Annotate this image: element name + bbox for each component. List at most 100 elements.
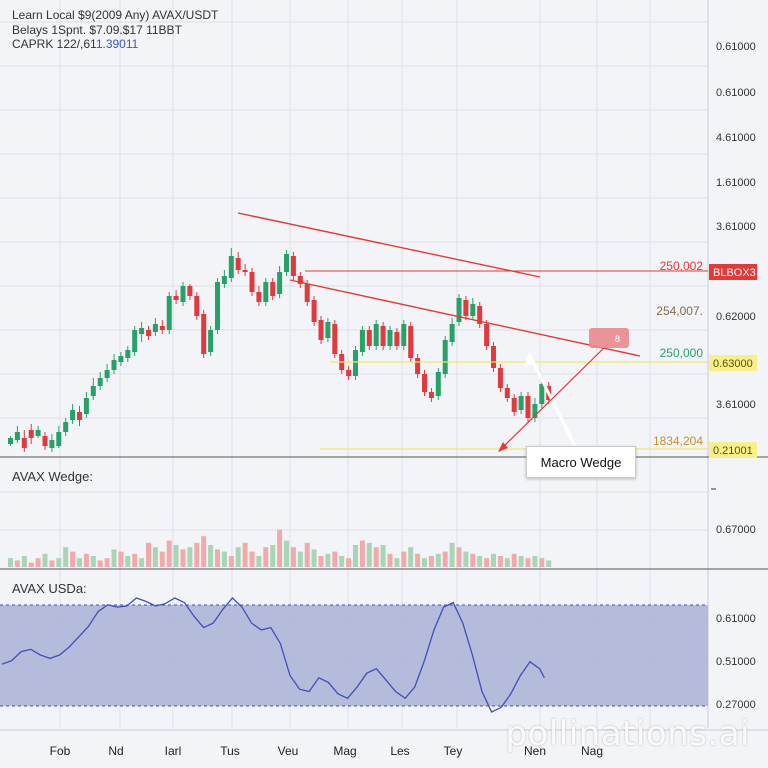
volume-bar	[394, 558, 400, 567]
volume-bar	[311, 549, 317, 567]
volume-bar	[518, 556, 524, 567]
candle-body	[435, 372, 441, 396]
volume-bar	[63, 547, 69, 567]
volume-bar	[532, 556, 538, 567]
volume-bar	[470, 553, 476, 567]
candle-body	[146, 330, 151, 336]
candle-body	[263, 282, 269, 302]
candle-body	[518, 396, 524, 410]
candle-body	[415, 358, 421, 374]
volume-bar	[491, 553, 496, 567]
volume-bar	[359, 540, 365, 567]
candle-body	[166, 296, 172, 330]
volume-bar	[339, 556, 345, 567]
candle-body	[221, 276, 227, 284]
candle-body	[408, 326, 414, 358]
breakout-arrow	[501, 343, 609, 449]
candle-body	[284, 254, 289, 272]
volume-bar	[332, 551, 338, 567]
pink-price-tag	[589, 328, 629, 348]
candle-body	[70, 410, 76, 420]
volume-bar	[173, 545, 179, 567]
level-label: 250,000	[660, 346, 704, 360]
volume-bar	[139, 558, 145, 567]
candle-body	[270, 282, 276, 296]
candle-body	[111, 360, 117, 370]
volume-bar	[242, 542, 248, 567]
volume-bar	[277, 529, 283, 567]
lower-wedge-line	[289, 279, 641, 357]
volume-bar	[111, 549, 117, 567]
candle-body	[28, 430, 34, 438]
volume-bar	[180, 549, 186, 567]
candle-body	[525, 396, 531, 418]
volume-bar	[221, 551, 227, 567]
pink-price-tag-label: 8	[615, 334, 620, 344]
x-axis-label: Iarl	[165, 744, 182, 758]
volume-bar	[525, 558, 531, 567]
x-axis-label: Tus	[220, 744, 240, 758]
volume-bar	[504, 558, 510, 567]
volume-bar	[56, 558, 62, 567]
candle-body	[118, 356, 124, 362]
volume-bar	[70, 551, 76, 567]
oscillator-axis-tick: 0.51000	[716, 656, 756, 668]
candle-body	[456, 298, 462, 322]
candle-body	[394, 332, 400, 346]
candle-body	[180, 286, 186, 302]
candle-body	[380, 326, 386, 346]
volume-bar	[97, 560, 103, 567]
candle-body	[484, 324, 490, 346]
volume-bar	[90, 556, 96, 567]
volume-bar	[263, 547, 269, 567]
x-axis-label: Tey	[444, 744, 463, 758]
price-axis-tick: 0.61000	[716, 41, 756, 53]
candle-body	[173, 296, 179, 300]
volume-bar	[290, 547, 296, 567]
volume-bar	[422, 558, 427, 567]
volume-bar	[456, 547, 462, 567]
candle-body	[422, 374, 427, 392]
oscillator-line	[1, 597, 545, 713]
price-tag-label: BLBOX3	[713, 267, 756, 279]
candle-body	[290, 256, 296, 276]
candle-body	[497, 368, 503, 388]
candle-body	[442, 340, 448, 374]
candle-body	[511, 398, 517, 412]
volume-bar	[435, 553, 441, 567]
candle-body	[8, 438, 13, 444]
candle-body	[242, 270, 248, 272]
candle-body	[152, 324, 158, 332]
candle-body	[311, 300, 317, 322]
volume-bar	[415, 553, 421, 567]
candle-body	[104, 370, 110, 378]
volume-bar	[401, 551, 407, 567]
oscillator-axis-tick: 0.27000	[716, 699, 756, 711]
volume-bar	[14, 560, 20, 567]
volume-bar	[484, 558, 490, 567]
price-axis-tick: 1.61000	[716, 177, 756, 189]
volume-bar	[125, 556, 131, 567]
header-line-2: Belays 1Spnt. $7.09.$17 11BBT	[12, 23, 182, 37]
candle-body	[373, 324, 379, 346]
price-tag-label: 0.63000	[713, 358, 753, 370]
candle-body	[249, 272, 255, 292]
candle-body	[187, 286, 193, 296]
volume-bar	[284, 540, 289, 567]
candle-body	[63, 422, 69, 432]
candle-body	[346, 370, 352, 376]
macro-wedge-callout: Macro Wedge	[526, 446, 636, 478]
candle-body	[42, 436, 48, 446]
volume-bar	[235, 547, 241, 567]
volume-bar	[21, 556, 27, 567]
volume-bar	[346, 558, 352, 567]
watermark: pollinations.ai	[505, 714, 750, 754]
candle-body	[428, 392, 434, 398]
volume-bar	[366, 542, 372, 567]
candle-body	[194, 296, 200, 316]
candle-body	[325, 322, 331, 338]
candle-body	[201, 314, 207, 354]
volume-bar	[463, 551, 469, 567]
candle-body	[132, 330, 138, 352]
